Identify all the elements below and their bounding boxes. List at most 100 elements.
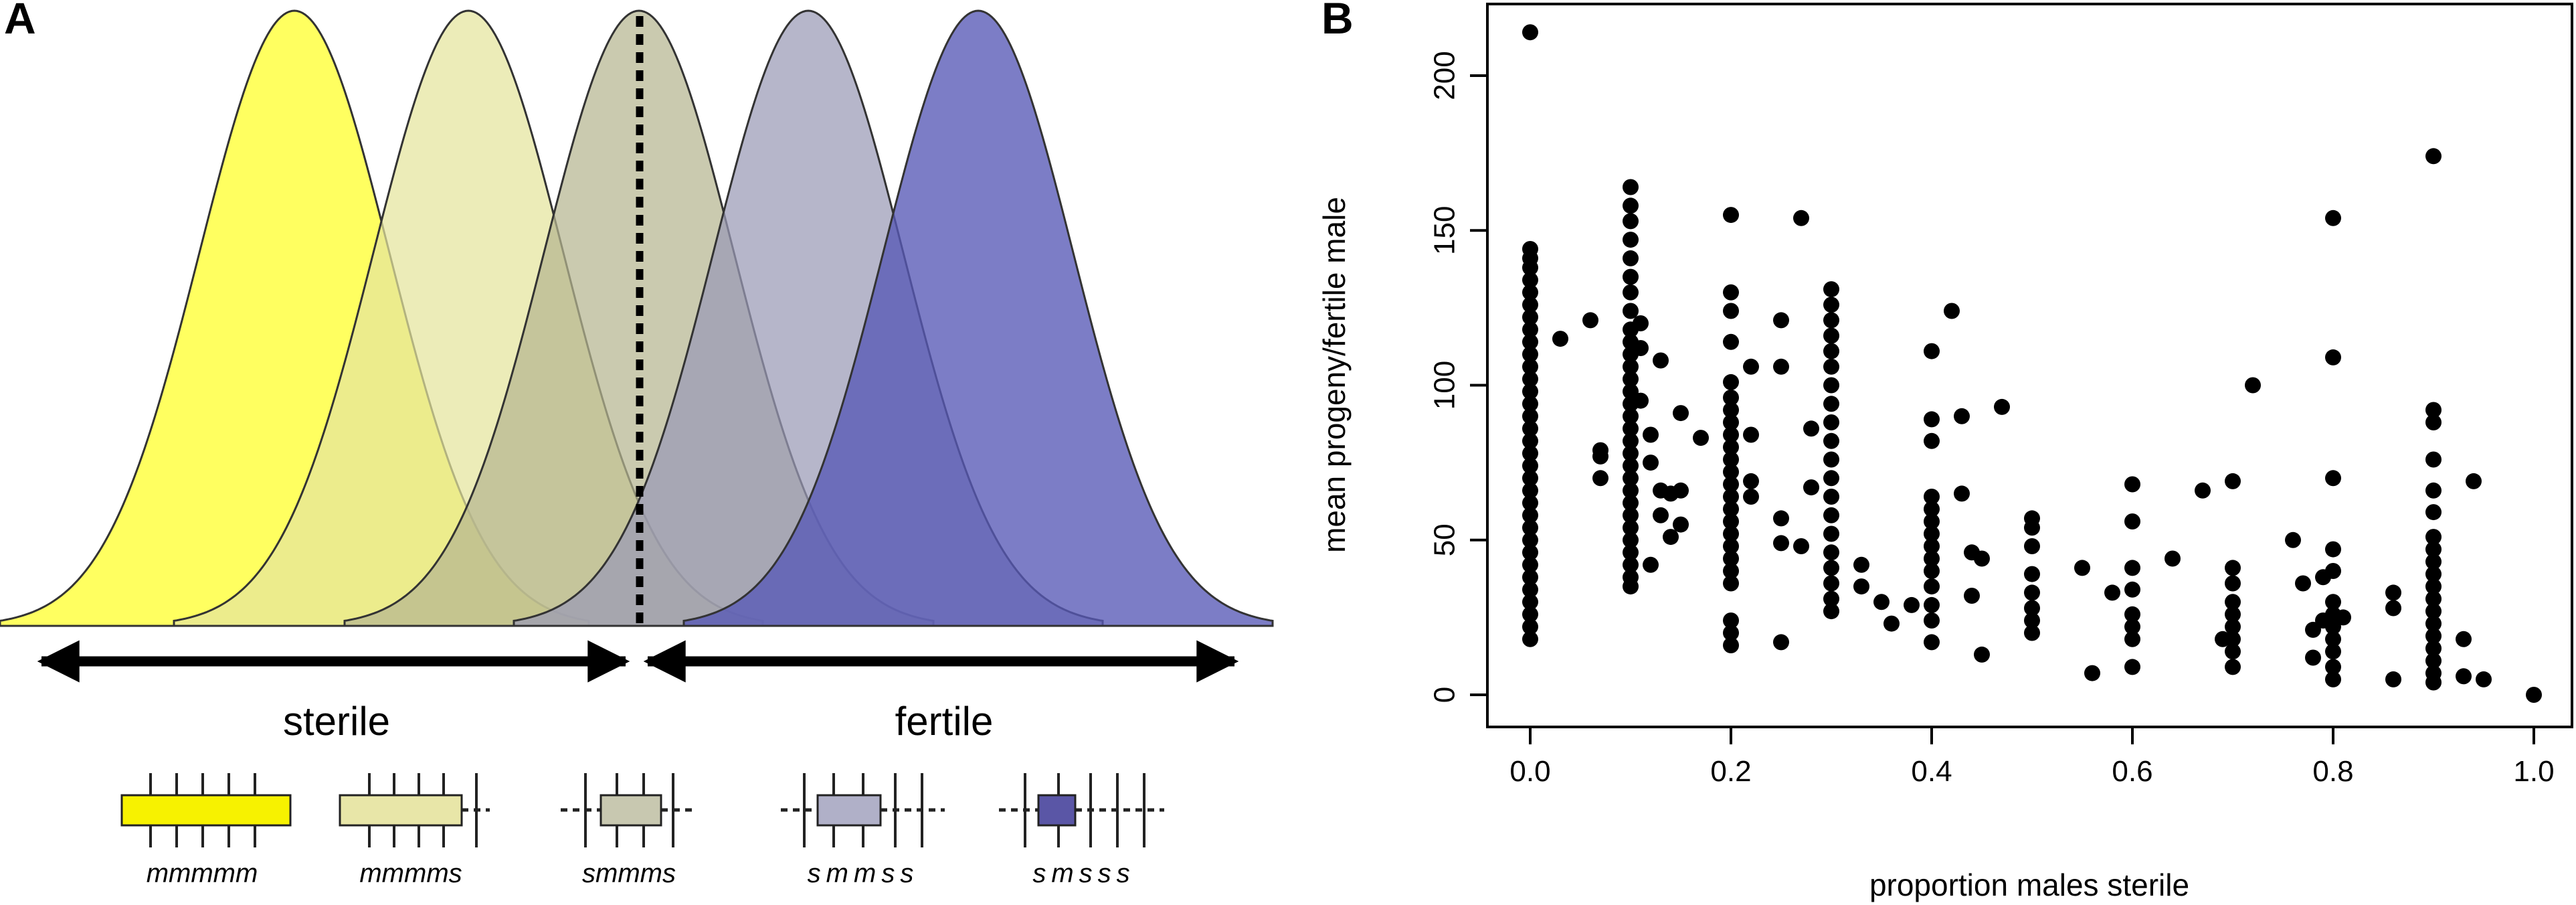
data-point	[1522, 259, 1538, 276]
data-point	[1623, 432, 1639, 449]
data-point	[2165, 550, 2181, 567]
data-point	[2315, 612, 2331, 629]
genotype-swatch	[120, 794, 292, 827]
data-point	[1522, 432, 1538, 449]
data-point	[1723, 333, 1739, 350]
data-point	[2245, 377, 2261, 394]
y-tick-label: 150	[1429, 206, 1461, 255]
data-point	[2074, 560, 2090, 576]
data-point	[2024, 625, 2040, 641]
data-point	[1924, 538, 1940, 554]
data-point	[1522, 581, 1538, 598]
data-point	[2425, 615, 2442, 632]
data-point	[2225, 643, 2241, 660]
data-point	[1522, 631, 1538, 647]
data-point	[2124, 606, 2140, 623]
data-point	[1924, 501, 1940, 517]
data-point	[1522, 594, 1538, 610]
data-point	[1743, 426, 1759, 443]
data-point	[1522, 495, 1538, 511]
data-point	[2024, 600, 2040, 616]
data-point	[1633, 340, 1649, 356]
data-point	[1924, 525, 1940, 542]
data-point	[1924, 596, 1940, 613]
data-point	[1522, 470, 1538, 487]
data-point	[2024, 566, 2040, 582]
data-point	[1924, 513, 1940, 529]
data-point	[1823, 451, 1839, 468]
data-point	[1873, 594, 1890, 610]
data-point	[1522, 408, 1538, 424]
data-point	[1552, 331, 1568, 347]
genotype-label: mmmmm	[147, 859, 258, 888]
data-point	[1522, 297, 1538, 313]
data-point	[1522, 482, 1538, 499]
data-point	[2385, 600, 2401, 616]
data-point	[1623, 556, 1639, 573]
data-point	[1723, 513, 1739, 529]
data-point	[2325, 594, 2341, 610]
data-point	[2476, 671, 2492, 687]
data-point	[1522, 519, 1538, 536]
data-point	[1924, 432, 1940, 449]
data-point	[1522, 569, 1538, 586]
data-point	[1723, 426, 1739, 443]
data-point	[1623, 179, 1639, 195]
genotype-diagram-3: smmms	[561, 773, 697, 888]
panel-a-letter: A	[4, 0, 36, 43]
data-point	[1883, 615, 1900, 632]
data-point	[1924, 612, 1940, 629]
data-point	[1823, 470, 1839, 487]
data-point	[1823, 489, 1839, 505]
data-point	[2425, 504, 2442, 521]
data-point	[2315, 569, 2331, 586]
genotype-diagram-5: smsss	[999, 773, 1164, 888]
data-point	[1723, 563, 1739, 579]
data-point	[2425, 628, 2442, 645]
y-tick-label: 200	[1429, 51, 1461, 100]
data-point	[1823, 575, 1839, 592]
data-point	[1522, 556, 1538, 573]
data-point	[2225, 473, 2241, 489]
data-point	[1974, 646, 1990, 663]
genotype-swatch	[1037, 794, 1077, 827]
data-point	[1924, 634, 1940, 651]
data-point	[2225, 594, 2241, 610]
data-point	[1522, 358, 1538, 375]
data-point	[1623, 284, 1639, 301]
x-tick-label: 0.6	[2112, 755, 2152, 788]
data-point	[2466, 473, 2482, 489]
data-point	[1522, 544, 1538, 561]
data-point	[1803, 420, 1819, 437]
data-point	[2325, 541, 2341, 558]
data-point	[1823, 432, 1839, 449]
data-point	[2425, 414, 2442, 430]
data-point	[1653, 507, 1669, 523]
data-point	[1522, 309, 1538, 325]
data-point	[2124, 513, 2140, 529]
data-point	[2325, 643, 2341, 660]
data-point	[1793, 210, 1809, 226]
data-point	[1653, 352, 1669, 369]
data-point	[2225, 659, 2241, 675]
data-point	[1723, 374, 1739, 390]
data-point	[1823, 281, 1839, 298]
data-point	[1974, 550, 1990, 567]
genotype-label: smmss	[808, 859, 919, 888]
data-point	[1743, 489, 1759, 505]
data-point	[1803, 479, 1819, 496]
data-point	[2295, 575, 2311, 592]
data-point	[1823, 414, 1839, 430]
data-point	[1522, 346, 1538, 363]
data-point	[1723, 451, 1739, 468]
data-point	[2456, 668, 2472, 685]
data-point	[1723, 501, 1739, 517]
data-point	[1723, 625, 1739, 641]
data-point	[1522, 396, 1538, 412]
data-point	[1522, 371, 1538, 388]
data-point	[1723, 303, 1739, 319]
data-point	[1623, 408, 1639, 424]
data-point	[1723, 525, 1739, 542]
data-point	[2024, 584, 2040, 601]
